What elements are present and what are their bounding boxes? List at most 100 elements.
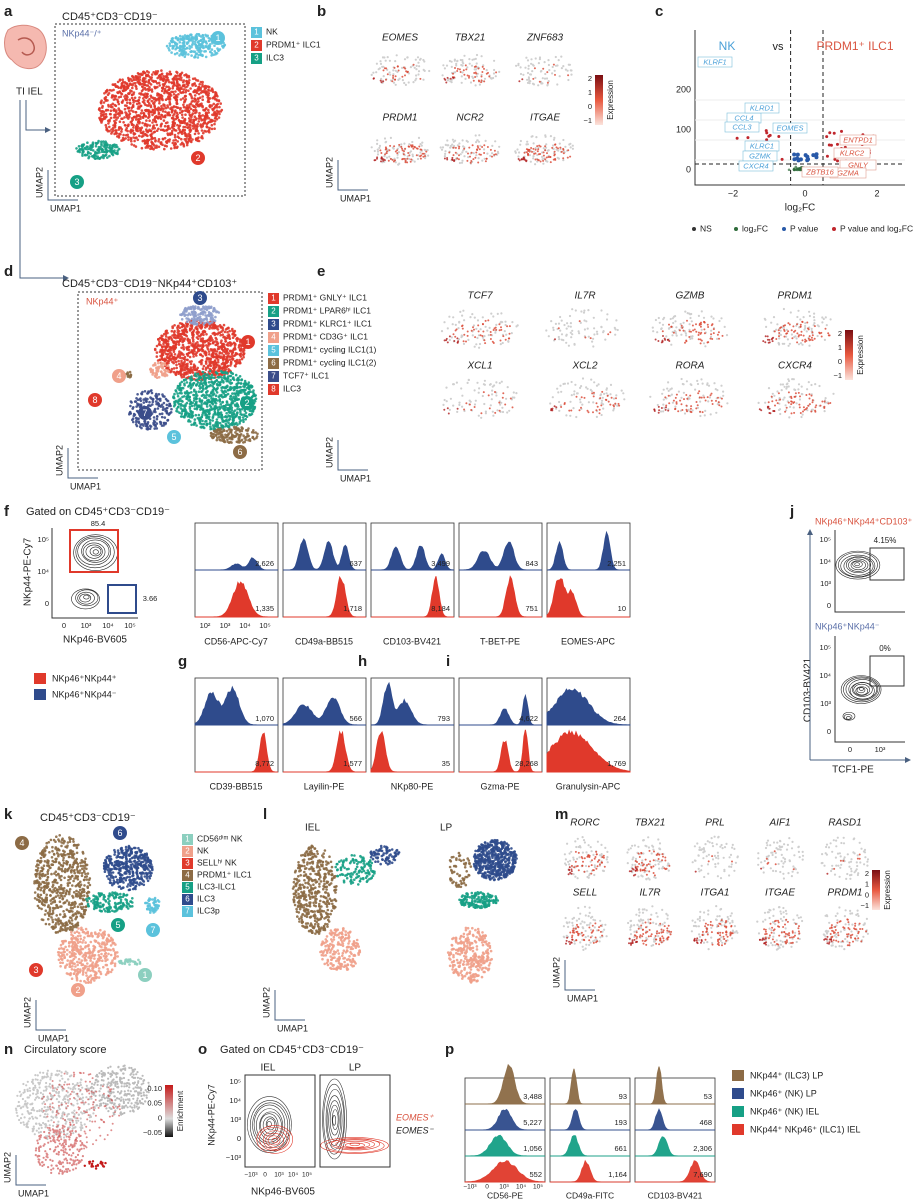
cell-dot [163, 395, 166, 398]
cell-dot [412, 63, 415, 66]
legend-label: ILC3 [266, 52, 284, 62]
label: 5 [271, 346, 276, 355]
cell-dot [228, 415, 231, 418]
cell-dot [228, 406, 231, 410]
cell-dot [191, 77, 195, 81]
cell-dot [165, 367, 168, 370]
cell-dot [180, 318, 184, 321]
cell-dot [167, 95, 170, 98]
cell-dot [231, 392, 234, 395]
cell-dot [223, 415, 227, 419]
cell-dot [205, 405, 209, 408]
cell-dot [163, 372, 167, 375]
cell-dot [124, 134, 128, 137]
cell-dot [171, 326, 174, 330]
cell-dot [110, 96, 114, 99]
gene-label: EOMES [382, 33, 418, 44]
cell-dot [403, 81, 406, 85]
cell-dot [205, 416, 208, 420]
cell-dot [145, 427, 149, 431]
cell-dot [163, 374, 167, 378]
cell-dot [171, 122, 175, 126]
cell-dot [117, 147, 121, 151]
cell-dot [528, 150, 531, 153]
cell-dot [216, 102, 219, 106]
cell-dot [470, 160, 473, 162]
cell-dot [173, 135, 177, 139]
cell-dot [171, 126, 174, 129]
cell-dot [248, 439, 252, 443]
cell-dot [381, 56, 385, 59]
cell-dot [112, 143, 115, 147]
cell-dot [94, 151, 97, 155]
cell-dot [419, 143, 422, 146]
cell-dot [152, 98, 156, 101]
legend-label: TCF7⁺ ILC1 [283, 370, 329, 380]
cell-dot [549, 161, 552, 164]
cell-dot [199, 117, 203, 120]
cell-dot [158, 93, 161, 97]
cell-dot [155, 351, 159, 354]
cell-dot [115, 109, 118, 112]
cell-dot [524, 66, 527, 69]
cell-dot [89, 148, 93, 151]
cell-dot [143, 141, 147, 145]
cell-dot [173, 145, 177, 149]
cell-dot [376, 148, 379, 151]
cell-dot [372, 77, 375, 80]
cell-dot [132, 414, 136, 418]
cell-dot [518, 159, 521, 162]
cell-dot [389, 136, 392, 139]
cell-dot [138, 134, 141, 138]
cell-dot [446, 76, 449, 79]
cell-dot [220, 330, 223, 334]
umap-y-label: UMAP2 [324, 157, 334, 188]
cell-dot [153, 105, 156, 109]
cell-dot [375, 71, 378, 74]
cell-dot [403, 58, 407, 61]
cell-dot [130, 122, 134, 126]
cell-dot [393, 145, 396, 148]
cell-dot [416, 157, 420, 161]
cell-dot [451, 138, 454, 141]
cell-dot [132, 115, 136, 119]
cell-dot [492, 72, 496, 75]
cell-dot [135, 123, 139, 126]
cell-dot [176, 116, 179, 119]
cell-dot [148, 97, 151, 101]
cell-dot [197, 97, 200, 100]
cell-dot [205, 414, 209, 417]
cell-dot [182, 345, 185, 349]
cell-dot [183, 74, 186, 77]
cell-dot [544, 145, 547, 148]
cell-dot [394, 150, 397, 153]
cell-dot [210, 427, 213, 431]
cell-dot [188, 130, 192, 133]
cell-dot [175, 51, 179, 55]
cell-dot [189, 321, 193, 325]
cell-dot [178, 34, 182, 38]
cell-dot [192, 393, 195, 397]
cell-dot [199, 124, 202, 128]
cell-dot [144, 114, 147, 118]
cell-dot [154, 140, 157, 143]
cell-dot [224, 368, 228, 371]
cell-dot [231, 350, 235, 354]
cell-dot [235, 382, 238, 386]
cell-dot [163, 363, 167, 367]
cell-dot [194, 98, 198, 102]
cell-dot [111, 83, 115, 86]
cell-dot [557, 59, 560, 62]
cell-dot [233, 423, 236, 426]
panel-letter: c [655, 3, 663, 20]
cell-dot [183, 395, 186, 398]
cell-dot [203, 396, 206, 399]
cell-dot [178, 44, 182, 48]
gene-label: ZNF683 [526, 33, 564, 44]
cell-dot [526, 78, 529, 81]
cell-dot [129, 89, 132, 92]
label: 2 [271, 307, 276, 316]
cell-dot [387, 159, 390, 162]
cell-dot [212, 331, 216, 335]
cell-dot [175, 334, 179, 338]
